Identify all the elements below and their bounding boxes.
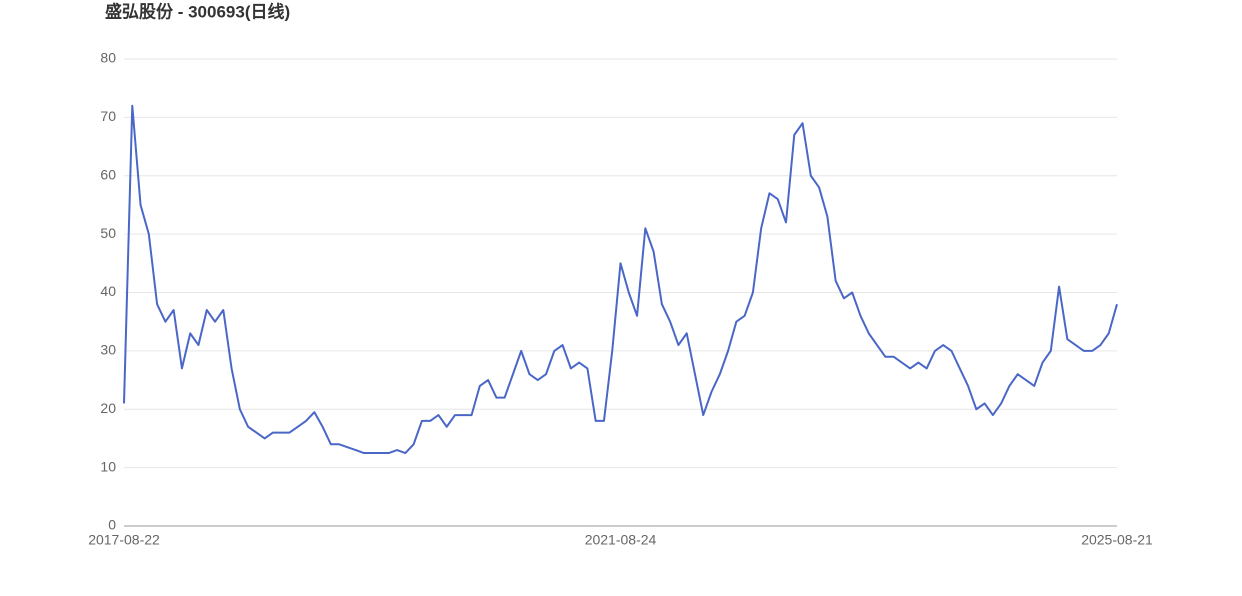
y-tick-label: 50 xyxy=(100,225,116,241)
y-tick-label: 10 xyxy=(100,458,116,474)
y-tick-label: 70 xyxy=(100,108,116,124)
x-tick-label: 2021-08-24 xyxy=(585,532,657,548)
x-tick-label: 2017-08-22 xyxy=(88,532,160,548)
x-tick-label: 2025-08-21 xyxy=(1081,532,1153,548)
y-tick-label: 80 xyxy=(100,50,116,66)
y-tick-label: 20 xyxy=(100,400,116,416)
price-line xyxy=(123,104,1118,455)
chart-title: 盛弘股份 - 300693(日线) xyxy=(105,1,290,21)
y-tick-label: 60 xyxy=(100,166,116,182)
y-tick-label: 30 xyxy=(100,342,116,358)
y-tick-label: 40 xyxy=(100,283,116,299)
y-tick-label: 0 xyxy=(108,517,116,533)
